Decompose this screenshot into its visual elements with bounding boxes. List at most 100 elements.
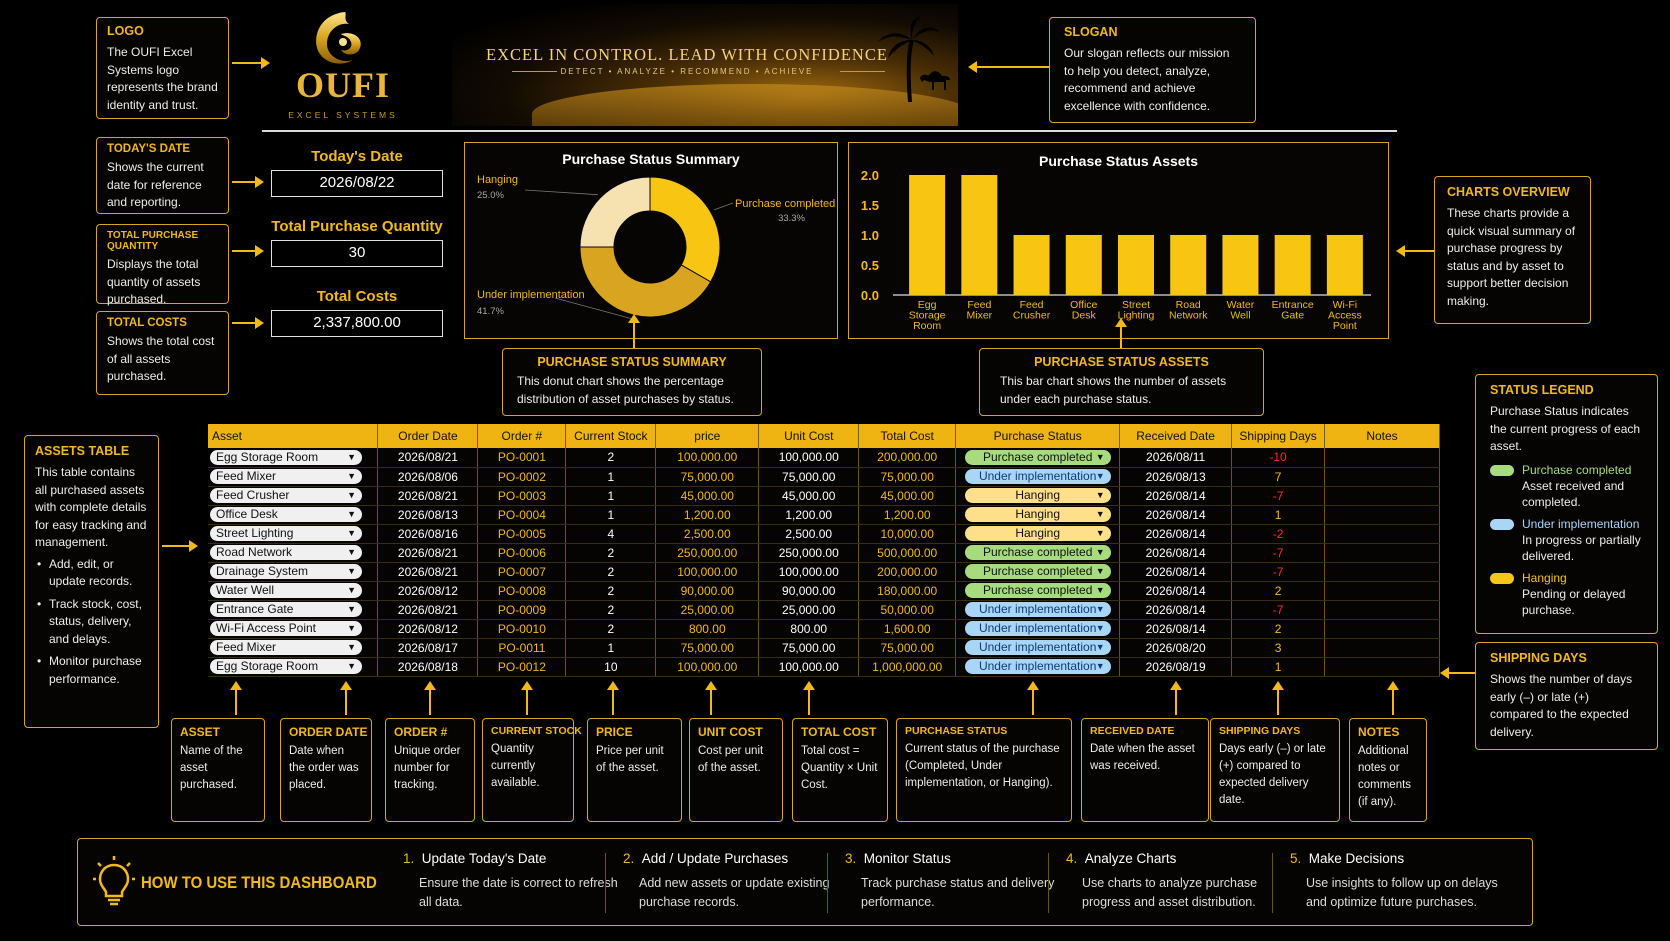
table-row[interactable]: Water Well ▼ 2026/08/12 PO-0008 2 90,000.00 90… <box>208 581 1440 601</box>
chevron-down-icon[interactable]: ▼ <box>1095 509 1105 519</box>
col-order-no[interactable]: Order # <box>477 424 567 448</box>
cell-asset[interactable]: Egg Storage Room ▼ <box>208 657 379 677</box>
chevron-down-icon[interactable]: ▼ <box>347 604 356 614</box>
cell-notes[interactable] <box>1324 619 1440 639</box>
chevron-down-icon[interactable]: ▼ <box>1095 623 1105 633</box>
cell-stock[interactable]: 2 <box>565 543 657 563</box>
cell-order-date[interactable]: 2026/08/13 <box>377 505 479 525</box>
cell-stock[interactable]: 2 <box>565 619 657 639</box>
cell-price[interactable]: 25,000.00 <box>655 600 760 620</box>
cell-order-date[interactable]: 2026/08/16 <box>377 524 479 544</box>
cell-unit-cost[interactable]: 25,000.00 <box>758 600 860 620</box>
cell-price[interactable]: 250,000.00 <box>655 543 760 563</box>
cell-price[interactable]: 100,000.00 <box>655 562 760 582</box>
cell-stock[interactable]: 10 <box>565 657 657 677</box>
cell-order-date[interactable]: 2026/08/12 <box>377 619 479 639</box>
cell-notes[interactable] <box>1324 657 1440 677</box>
chevron-down-icon[interactable]: ▼ <box>347 471 356 481</box>
cell-notes[interactable] <box>1324 562 1440 582</box>
cell-unit-cost[interactable]: 75,000.00 <box>758 467 860 487</box>
cell-shipping-days[interactable]: -7 <box>1231 562 1326 582</box>
cell-notes[interactable] <box>1324 505 1440 525</box>
cell-shipping-days[interactable]: 3 <box>1231 638 1326 658</box>
cell-total-cost[interactable]: 1,000,000.00 <box>858 657 957 677</box>
cell-asset[interactable]: Feed Crusher ▼ <box>208 486 379 506</box>
cell-notes[interactable] <box>1324 638 1440 658</box>
cell-asset[interactable]: Drainage System ▼ <box>208 562 379 582</box>
chevron-down-icon[interactable]: ▼ <box>347 642 356 652</box>
status-select[interactable]: Purchase completed ▼ <box>964 583 1111 598</box>
status-select[interactable]: Under implementation ▼ <box>964 640 1111 655</box>
cell-status[interactable]: Hanging ▼ <box>955 505 1121 525</box>
asset-select[interactable]: Feed Mixer ▼ <box>210 469 362 484</box>
chevron-down-icon[interactable]: ▼ <box>1095 490 1105 500</box>
chevron-down-icon[interactable]: ▼ <box>1095 547 1105 557</box>
cell-price[interactable]: 90,000.00 <box>655 581 760 601</box>
col-purchase-status[interactable]: Purchase Status <box>955 424 1121 448</box>
cell-stock[interactable]: 2 <box>565 581 657 601</box>
cell-order-no[interactable]: PO-0008 <box>477 581 567 601</box>
chevron-down-icon[interactable]: ▼ <box>1095 604 1105 614</box>
cell-price[interactable]: 45,000.00 <box>655 486 760 506</box>
cell-order-no[interactable]: PO-0006 <box>477 543 567 563</box>
cell-unit-cost[interactable]: 2,500.00 <box>758 524 860 544</box>
col-unit-cost[interactable]: Unit Cost <box>758 424 860 448</box>
asset-select[interactable]: Egg Storage Room ▼ <box>210 449 362 465</box>
cell-status[interactable]: Under implementation ▼ <box>955 600 1121 620</box>
cell-unit-cost[interactable]: 100,000.00 <box>758 448 860 468</box>
asset-select[interactable]: Office Desk ▼ <box>210 507 362 522</box>
cell-stock[interactable]: 4 <box>565 524 657 544</box>
asset-select[interactable]: Wi-Fi Access Point ▼ <box>210 621 362 636</box>
status-select[interactable]: Under implementation ▼ <box>964 659 1111 674</box>
asset-select[interactable]: Street Lighting ▼ <box>210 526 362 541</box>
cell-status[interactable]: Purchase completed ▼ <box>955 562 1121 582</box>
cell-received-date[interactable]: 2026/08/14 <box>1119 543 1233 563</box>
cell-shipping-days[interactable]: 2 <box>1231 619 1326 639</box>
cell-order-no[interactable]: PO-0001 <box>477 448 567 468</box>
cell-order-no[interactable]: PO-0004 <box>477 505 567 525</box>
cell-total-cost[interactable]: 45,000.00 <box>858 486 957 506</box>
table-row[interactable]: Entrance Gate ▼ 2026/08/21 PO-0009 2 25,000.0… <box>208 600 1440 620</box>
table-row[interactable]: Egg Storage Room ▼ 2026/08/18 PO-0012 10 100,… <box>208 657 1440 677</box>
cell-status[interactable]: Hanging ▼ <box>955 524 1121 544</box>
cell-asset[interactable]: Feed Mixer ▼ <box>208 467 379 487</box>
today-value[interactable]: 2026/08/22 <box>271 170 443 197</box>
asset-select[interactable]: Drainage System ▼ <box>210 564 362 579</box>
cell-total-cost[interactable]: 75,000.00 <box>858 467 957 487</box>
status-select[interactable]: Under implementation ▼ <box>964 469 1111 484</box>
col-order-date[interactable]: Order Date <box>377 424 479 448</box>
cell-stock[interactable]: 1 <box>565 486 657 506</box>
cell-received-date[interactable]: 2026/08/14 <box>1119 505 1233 525</box>
cell-stock[interactable]: 2 <box>565 448 657 468</box>
cell-received-date[interactable]: 2026/08/11 <box>1119 448 1233 468</box>
cell-price[interactable]: 800.00 <box>655 619 760 639</box>
cell-received-date[interactable]: 2026/08/14 <box>1119 600 1233 620</box>
table-row[interactable]: Feed Crusher ▼ 2026/08/21 PO-0003 1 45,000.00… <box>208 486 1440 506</box>
cell-asset[interactable]: Feed Mixer ▼ <box>208 638 379 658</box>
col-price[interactable]: price <box>655 424 760 448</box>
chevron-down-icon[interactable]: ▼ <box>1095 642 1105 652</box>
cell-asset[interactable]: Office Desk ▼ <box>208 505 379 525</box>
cell-shipping-days[interactable]: -7 <box>1231 543 1326 563</box>
table-row[interactable]: Feed Mixer ▼ 2026/08/06 PO-0002 1 75,000.00 75… <box>208 467 1440 487</box>
status-select[interactable]: Hanging ▼ <box>964 526 1111 541</box>
chevron-down-icon[interactable]: ▼ <box>347 566 356 576</box>
cell-order-no[interactable]: PO-0009 <box>477 600 567 620</box>
cell-price[interactable]: 100,000.00 <box>655 657 760 677</box>
chevron-down-icon[interactable]: ▼ <box>347 585 356 595</box>
cell-unit-cost[interactable]: 100,000.00 <box>758 562 860 582</box>
cell-total-cost[interactable]: 500,000.00 <box>858 543 957 563</box>
cell-total-cost[interactable]: 75,000.00 <box>858 638 957 658</box>
cell-notes[interactable] <box>1324 448 1440 468</box>
cell-total-cost[interactable]: 200,000.00 <box>858 448 957 468</box>
chevron-down-icon[interactable]: ▼ <box>1095 528 1105 538</box>
cell-shipping-days[interactable]: -2 <box>1231 524 1326 544</box>
cell-order-date[interactable]: 2026/08/17 <box>377 638 479 658</box>
cell-price[interactable]: 2,500.00 <box>655 524 760 544</box>
asset-select[interactable]: Entrance Gate ▼ <box>210 602 362 617</box>
cell-total-cost[interactable]: 10,000.00 <box>858 524 957 544</box>
cell-shipping-days[interactable]: 1 <box>1231 505 1326 525</box>
cell-shipping-days[interactable]: -7 <box>1231 486 1326 506</box>
cell-order-date[interactable]: 2026/08/21 <box>377 562 479 582</box>
table-row[interactable]: Wi-Fi Access Point ▼ 2026/08/12 PO-0010 2 800… <box>208 619 1440 639</box>
